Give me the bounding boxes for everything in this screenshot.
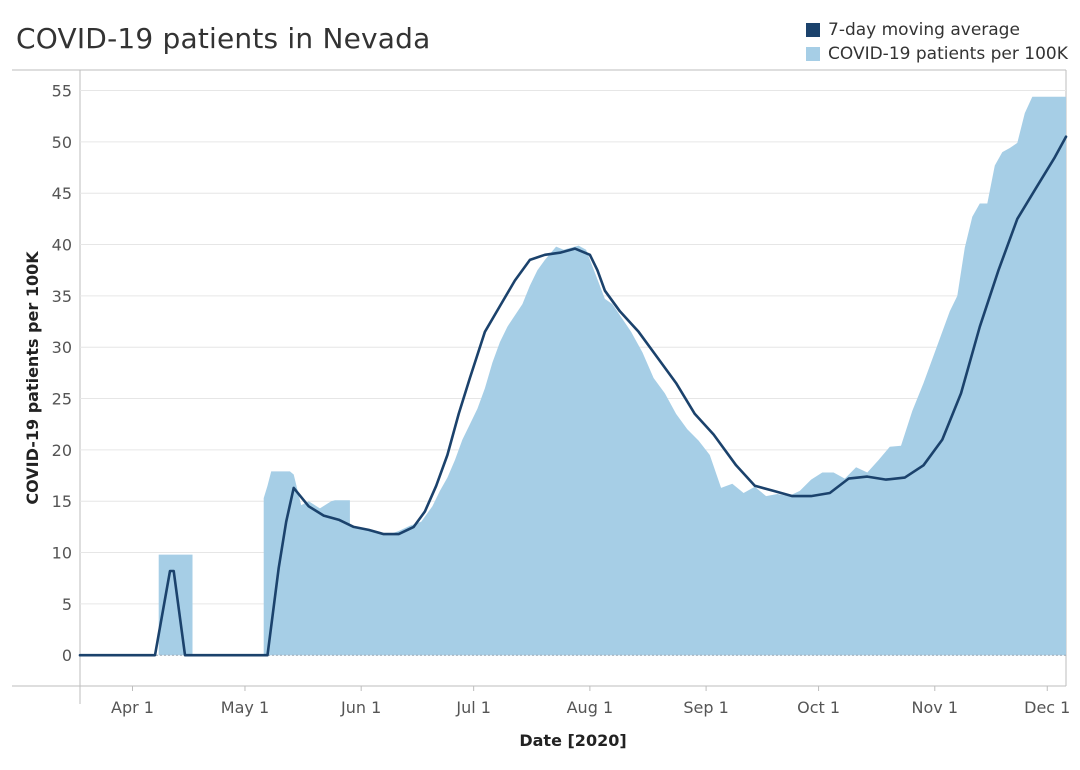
x-tick-label-sep-1: Sep 1 <box>683 698 728 717</box>
x-tick-label-jun-1: Jun 1 <box>340 698 381 717</box>
y-tick-label-30: 30 <box>52 338 72 357</box>
y-tick-label-40: 40 <box>52 236 72 255</box>
x-tick-label-aug-1: Aug 1 <box>567 698 614 717</box>
y-tick-label-20: 20 <box>52 441 72 460</box>
x-tick-label-dec-1: Dec 1 <box>1024 698 1070 717</box>
legend-swatch-moving-average <box>806 23 820 37</box>
legend-label-patients: COVID-19 patients per 100K <box>828 44 1068 64</box>
chart-title: COVID-19 patients in Nevada <box>16 22 431 55</box>
legend-swatch-patients <box>806 47 820 61</box>
y-tick-label-50: 50 <box>52 133 72 152</box>
y-tick-label-15: 15 <box>52 492 72 511</box>
legend-item-moving-average[interactable]: 7-day moving average <box>806 18 1068 42</box>
x-tick-label-jul-1: Jul 1 <box>455 698 491 717</box>
y-tick-label-5: 5 <box>62 595 72 614</box>
legend-label-moving-average: 7-day moving average <box>828 20 1020 40</box>
x-tick-label-oct-1: Oct 1 <box>797 698 840 717</box>
x-axis-title: Date [2020] <box>519 731 626 750</box>
y-axis-title: COVID-19 patients per 100K <box>23 251 42 505</box>
y-tick-label-0: 0 <box>62 646 72 665</box>
y-tick-label-45: 45 <box>52 184 72 203</box>
x-tick-label-nov-1: Nov 1 <box>912 698 959 717</box>
y-tick-label-10: 10 <box>52 544 72 563</box>
y-tick-label-35: 35 <box>52 287 72 306</box>
legend: 7-day moving average COVID-19 patients p… <box>806 18 1068 66</box>
x-tick-label-apr-1: Apr 1 <box>111 698 154 717</box>
series-patients-area <box>80 96 1066 656</box>
y-tick-label-55: 55 <box>52 82 72 101</box>
x-tick-label-may-1: May 1 <box>221 698 269 717</box>
series-moving-average-line <box>78 135 1068 657</box>
y-tick-label-25: 25 <box>52 390 72 409</box>
legend-item-patients[interactable]: COVID-19 patients per 100K <box>806 42 1068 66</box>
